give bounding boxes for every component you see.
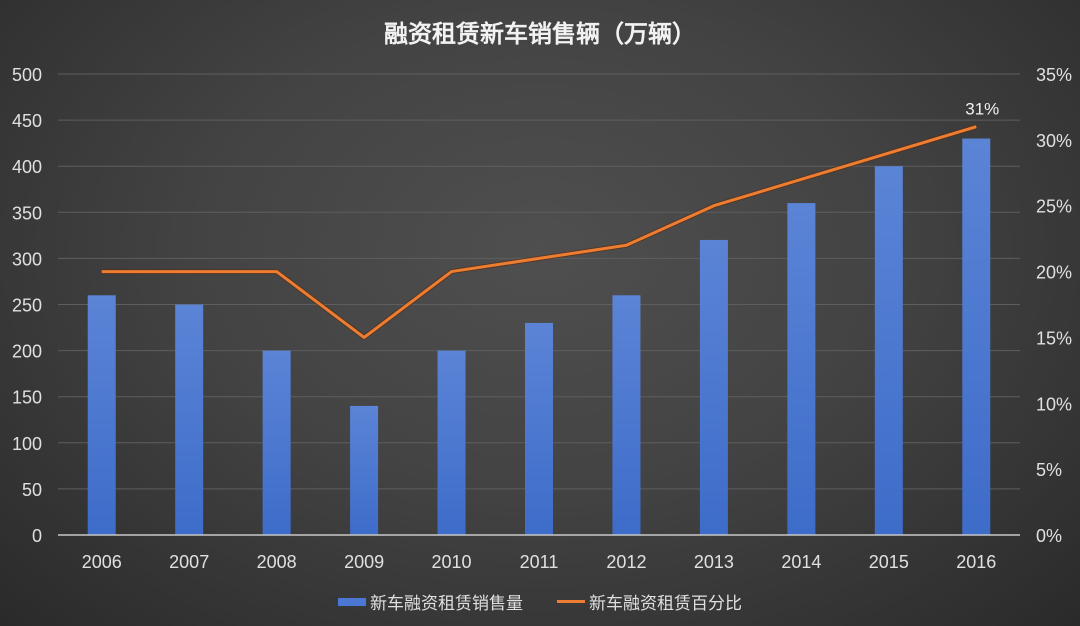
left-axis-tick: 350: [12, 203, 42, 223]
x-axis-tick: 2012: [606, 552, 646, 572]
line-swatch-icon: [557, 600, 585, 603]
right-axis-tick: 0%: [1036, 526, 1062, 546]
x-axis-tick: 2008: [257, 552, 297, 572]
x-axis-tick: 2006: [82, 552, 122, 572]
x-axis-tick: 2009: [344, 552, 384, 572]
x-axis-tick: 2015: [869, 552, 909, 572]
x-axis-tick: 2013: [694, 552, 734, 572]
bar-2015[interactable]: [874, 166, 903, 535]
right-axis-tick: 5%: [1036, 460, 1062, 480]
left-axis-tick: 450: [12, 111, 42, 131]
bar-swatch-icon: [338, 597, 366, 606]
legend-label-sales: 新车融资租赁销售量: [370, 594, 523, 614]
legend-item-sales[interactable]: 新车融资租赁销售量: [338, 589, 523, 614]
bar-2008[interactable]: [262, 350, 291, 535]
right-axis-tick: 20%: [1036, 263, 1072, 283]
percent-line[interactable]: [101, 125, 977, 339]
legend-item-percent[interactable]: 新车融资租赁百分比: [557, 589, 742, 614]
left-axis-tick: 200: [12, 342, 42, 362]
data-label: 31%: [965, 100, 999, 119]
left-axis-tick: 100: [12, 434, 42, 454]
right-axis-tick: 15%: [1036, 328, 1072, 348]
bar-2010[interactable]: [437, 350, 466, 535]
bar-2013[interactable]: [699, 239, 728, 535]
x-axis-tick: 2007: [169, 552, 209, 572]
left-axis-tick: 0: [32, 526, 42, 546]
x-axis-tick: 2016: [956, 552, 996, 572]
bar-2009[interactable]: [350, 405, 379, 535]
bar-2014[interactable]: [787, 203, 816, 535]
left-axis-tick: 500: [12, 65, 42, 85]
x-axis-tick: 2011: [520, 552, 559, 572]
bar-2007[interactable]: [175, 304, 204, 536]
x-axis-tick: 2014: [781, 552, 821, 572]
bar-2011[interactable]: [525, 322, 553, 535]
left-axis-tick: 150: [12, 388, 42, 408]
left-axis-tick: 400: [12, 157, 42, 177]
bar-2006[interactable]: [87, 295, 116, 535]
right-axis-tick: 30%: [1036, 131, 1072, 151]
legend: 新车融资租赁销售量 新车融资租赁百分比: [0, 589, 1080, 614]
bar-2012[interactable]: [612, 295, 641, 535]
left-axis-tick: 250: [12, 296, 42, 316]
legend-label-percent: 新车融资租赁百分比: [589, 594, 742, 614]
right-axis-tick: 25%: [1036, 197, 1072, 217]
bar-2016[interactable]: [962, 138, 991, 536]
x-axis-tick: 2010: [432, 552, 472, 572]
right-axis-tick: 35%: [1036, 65, 1072, 85]
left-axis-tick: 300: [12, 249, 42, 269]
right-axis-tick: 10%: [1036, 394, 1072, 414]
chart-title: 融资租赁新车销售辆（万辆）: [384, 20, 696, 48]
left-axis-tick: 50: [22, 480, 42, 500]
